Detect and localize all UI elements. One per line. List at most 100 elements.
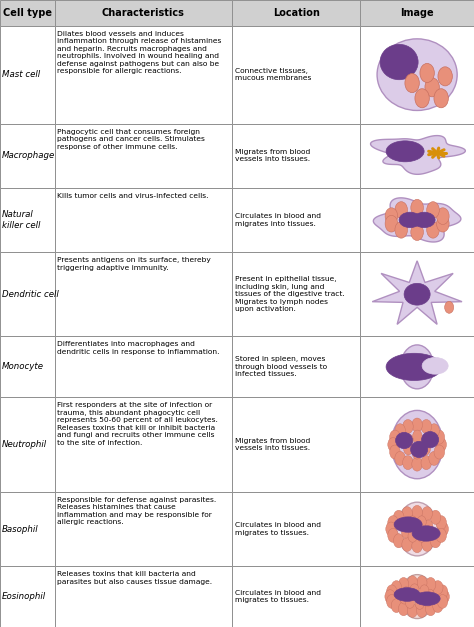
Polygon shape bbox=[371, 135, 465, 174]
Circle shape bbox=[405, 596, 415, 608]
Circle shape bbox=[401, 587, 411, 599]
Circle shape bbox=[411, 224, 423, 241]
FancyBboxPatch shape bbox=[0, 492, 55, 566]
FancyBboxPatch shape bbox=[55, 566, 232, 627]
FancyBboxPatch shape bbox=[232, 252, 360, 337]
Circle shape bbox=[429, 424, 439, 438]
Text: Cell type: Cell type bbox=[3, 8, 52, 18]
Text: Circulates in blood and
migrates to tissues.: Circulates in blood and migrates to tiss… bbox=[235, 590, 321, 603]
Text: Macrophage: Macrophage bbox=[2, 151, 55, 161]
Text: Dendritic cell: Dendritic cell bbox=[2, 290, 59, 298]
Ellipse shape bbox=[394, 587, 420, 601]
Circle shape bbox=[425, 78, 439, 97]
Circle shape bbox=[397, 502, 438, 556]
Circle shape bbox=[421, 456, 432, 470]
Circle shape bbox=[417, 530, 427, 542]
Text: Migrates from blood
vessels into tissues.: Migrates from blood vessels into tissues… bbox=[235, 149, 310, 162]
Text: Responsible for defense against parasites.
Releases histamines that cause
inflam: Responsible for defense against parasite… bbox=[57, 497, 217, 525]
Ellipse shape bbox=[404, 283, 430, 305]
Text: Kills tumor cells and virus-infected cells.: Kills tumor cells and virus-infected cel… bbox=[57, 193, 209, 199]
Circle shape bbox=[402, 537, 412, 551]
Circle shape bbox=[390, 430, 400, 444]
Ellipse shape bbox=[386, 353, 442, 381]
FancyBboxPatch shape bbox=[0, 0, 55, 26]
FancyBboxPatch shape bbox=[360, 124, 474, 188]
Text: Neutrophil: Neutrophil bbox=[2, 440, 47, 449]
Circle shape bbox=[410, 584, 419, 596]
FancyBboxPatch shape bbox=[232, 337, 360, 398]
Circle shape bbox=[412, 446, 422, 459]
Circle shape bbox=[417, 576, 427, 589]
Circle shape bbox=[422, 537, 432, 551]
FancyBboxPatch shape bbox=[360, 566, 474, 627]
Circle shape bbox=[436, 515, 447, 530]
Text: Dilates blood vessels and induces
inflammation through release of histamines
and: Dilates blood vessels and induces inflam… bbox=[57, 31, 222, 74]
Circle shape bbox=[415, 597, 424, 609]
Circle shape bbox=[426, 602, 436, 616]
Ellipse shape bbox=[396, 433, 412, 449]
Circle shape bbox=[424, 526, 433, 538]
Text: Eosinophil: Eosinophil bbox=[2, 592, 46, 601]
Text: Migrates from blood
vessels into tissues.: Migrates from blood vessels into tissues… bbox=[235, 438, 310, 451]
FancyBboxPatch shape bbox=[0, 188, 55, 252]
Polygon shape bbox=[374, 198, 461, 242]
Text: First responders at the site of infection or
trauma, this abundant phagocytic ce: First responders at the site of infectio… bbox=[57, 403, 218, 446]
FancyBboxPatch shape bbox=[232, 26, 360, 124]
Circle shape bbox=[434, 430, 445, 444]
Circle shape bbox=[402, 419, 413, 433]
FancyBboxPatch shape bbox=[55, 252, 232, 337]
Text: Natural
killer cell: Natural killer cell bbox=[2, 210, 40, 229]
Text: Phagocytic cell that consumes foreign
pathogens and cancer cells. Stimulates
res: Phagocytic cell that consumes foreign pa… bbox=[57, 129, 205, 150]
Circle shape bbox=[392, 411, 443, 479]
Circle shape bbox=[438, 67, 452, 86]
Circle shape bbox=[391, 599, 401, 613]
Circle shape bbox=[437, 215, 449, 232]
Text: Stored in spleen, moves
through blood vessels to
infected tissues.: Stored in spleen, moves through blood ve… bbox=[235, 356, 327, 377]
Circle shape bbox=[419, 585, 429, 597]
Ellipse shape bbox=[414, 592, 440, 606]
Text: Characteristics: Characteristics bbox=[102, 8, 185, 18]
FancyBboxPatch shape bbox=[0, 26, 55, 124]
Text: Image: Image bbox=[401, 8, 434, 18]
FancyBboxPatch shape bbox=[360, 188, 474, 252]
FancyBboxPatch shape bbox=[360, 337, 474, 398]
FancyBboxPatch shape bbox=[360, 0, 474, 26]
FancyBboxPatch shape bbox=[0, 124, 55, 188]
FancyBboxPatch shape bbox=[55, 26, 232, 124]
FancyBboxPatch shape bbox=[232, 566, 360, 627]
Circle shape bbox=[429, 451, 439, 465]
Circle shape bbox=[412, 457, 422, 471]
Circle shape bbox=[402, 456, 413, 470]
Text: Presents antigens on its surface, thereby
triggering adaptive immunity.: Presents antigens on its surface, thereb… bbox=[57, 257, 211, 270]
Circle shape bbox=[412, 539, 422, 552]
Circle shape bbox=[439, 590, 449, 603]
Ellipse shape bbox=[380, 45, 418, 80]
Text: Mast cell: Mast cell bbox=[2, 70, 40, 79]
Circle shape bbox=[408, 530, 417, 542]
Circle shape bbox=[412, 505, 422, 519]
Circle shape bbox=[433, 581, 443, 594]
Ellipse shape bbox=[422, 431, 438, 448]
Circle shape bbox=[423, 594, 433, 606]
Circle shape bbox=[402, 507, 412, 520]
Ellipse shape bbox=[413, 212, 435, 228]
Circle shape bbox=[400, 592, 409, 604]
FancyBboxPatch shape bbox=[232, 398, 360, 492]
FancyBboxPatch shape bbox=[55, 492, 232, 566]
Circle shape bbox=[422, 507, 432, 520]
Circle shape bbox=[401, 526, 410, 538]
Circle shape bbox=[405, 73, 419, 93]
Text: Basophil: Basophil bbox=[2, 525, 38, 534]
Circle shape bbox=[385, 215, 398, 232]
Ellipse shape bbox=[386, 141, 424, 162]
Circle shape bbox=[438, 585, 448, 599]
Circle shape bbox=[395, 451, 405, 465]
Ellipse shape bbox=[377, 39, 457, 110]
Circle shape bbox=[401, 345, 434, 389]
Circle shape bbox=[411, 199, 423, 216]
Circle shape bbox=[434, 445, 445, 459]
Ellipse shape bbox=[422, 357, 448, 374]
Text: Circulates in blood and
migrates into tissues.: Circulates in blood and migrates into ti… bbox=[235, 213, 321, 227]
Circle shape bbox=[386, 522, 396, 536]
Ellipse shape bbox=[410, 441, 428, 458]
